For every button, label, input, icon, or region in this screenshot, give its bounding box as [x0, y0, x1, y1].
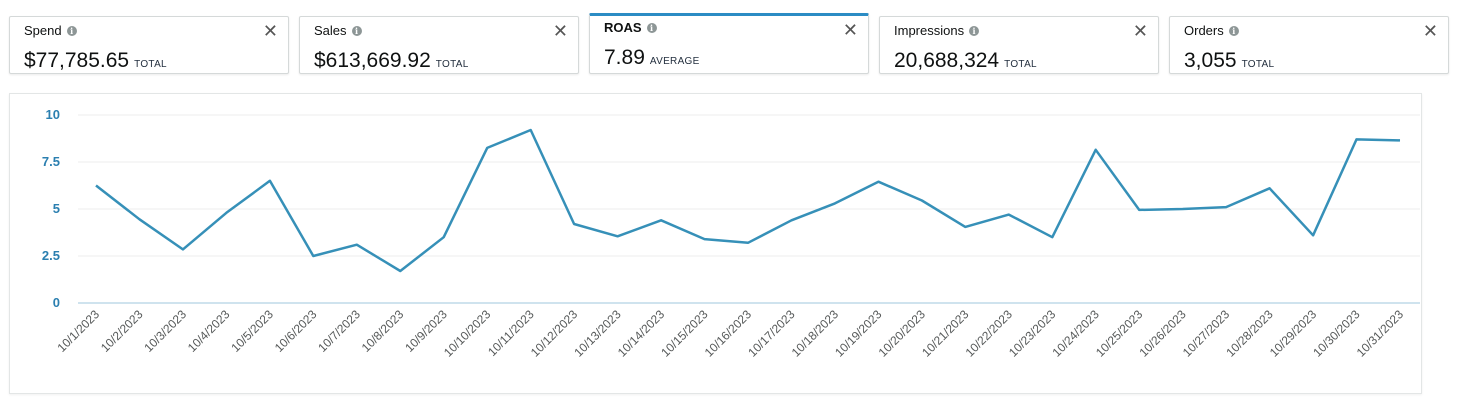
x-tick-label: 10/7/2023	[315, 307, 363, 355]
metric-aggregation: TOTAL	[134, 59, 167, 70]
metric-label: Orders	[1184, 23, 1224, 38]
roas-chart: 0 2.5 5 7.5 10 10/1/2023 10/2/2023 10/3/2023 10/…	[9, 93, 1422, 394]
y-tick-label: 10	[46, 107, 60, 122]
close-icon[interactable]: ✕	[552, 21, 568, 41]
metric-card-roas[interactable]: ROAS i ✕ 7.89 AVERAGE	[589, 13, 869, 74]
metric-label: Spend	[24, 23, 62, 38]
metric-card-orders[interactable]: Orders i ✕ 3,055 TOTAL	[1169, 16, 1449, 74]
x-tick-label: 10/4/2023	[185, 307, 233, 355]
metric-value-row: $77,785.65 TOTAL	[24, 49, 167, 73]
metric-value: $77,785.65	[24, 49, 130, 72]
metric-value-row: $613,669.92 TOTAL	[314, 49, 469, 73]
metric-label-row: Sales i	[314, 23, 362, 38]
x-tick-label: 10/3/2023	[141, 307, 189, 355]
metric-card-sales[interactable]: Sales i ✕ $613,669.92 TOTAL	[299, 16, 579, 74]
metric-label-row: Spend i	[24, 23, 77, 38]
metric-label: ROAS	[604, 20, 642, 35]
info-icon[interactable]: i	[1228, 25, 1239, 36]
x-tick-label: 10/10/2023	[441, 307, 494, 360]
metric-label-row: Impressions i	[894, 23, 980, 38]
close-icon[interactable]: ✕	[1422, 21, 1438, 41]
x-tick-label: 10/5/2023	[228, 307, 276, 355]
metric-value-row: 3,055 TOTAL	[1184, 49, 1274, 73]
metric-value: 20,688,324	[894, 49, 1000, 72]
metric-cards: Spend i ✕ $77,785.65 TOTAL Sales i ✕ $613,669.92…	[0, 0, 1460, 80]
x-tick-label: 10/31/2023	[1354, 307, 1407, 360]
metric-aggregation: TOTAL	[435, 59, 469, 70]
metric-value: 7.89	[604, 46, 645, 69]
close-icon[interactable]: ✕	[1132, 21, 1148, 41]
y-tick-label: 2.5	[42, 248, 60, 263]
metric-label: Impressions	[894, 23, 965, 38]
info-icon[interactable]: i	[66, 25, 77, 36]
metric-aggregation: AVERAGE	[649, 56, 700, 67]
metric-aggregation: TOTAL	[1241, 59, 1275, 70]
info-icon[interactable]: i	[969, 25, 980, 36]
y-tick-label: 0	[53, 295, 60, 310]
info-icon[interactable]: i	[351, 25, 362, 36]
metric-label: Sales	[314, 23, 347, 38]
x-tick-label: 10/2/2023	[98, 307, 146, 355]
close-icon[interactable]: ✕	[262, 21, 278, 41]
info-icon[interactable]: i	[646, 22, 657, 33]
y-tick-label: 7.5	[42, 154, 60, 169]
series-line	[95, 128, 1401, 273]
x-tick-label: 10/1/2023	[54, 307, 102, 355]
x-tick-label: 10/6/2023	[272, 307, 320, 355]
metric-aggregation: TOTAL	[1004, 59, 1037, 70]
y-tick-label: 5	[53, 201, 60, 216]
line-chart: 02.557.51010/1/202310/2/202310/3/202310/…	[42, 107, 1420, 360]
close-icon[interactable]: ✕	[842, 20, 858, 40]
metric-label-row: Orders i	[1184, 23, 1239, 38]
metric-card-spend[interactable]: Spend i ✕ $77,785.65 TOTAL	[9, 16, 289, 74]
metric-value: $613,669.92	[314, 49, 431, 72]
x-tick-label: 10/8/2023	[359, 307, 407, 355]
metric-label-row: ROAS i	[604, 20, 657, 35]
metric-value: 3,055	[1184, 49, 1237, 72]
metric-value-row: 7.89 AVERAGE	[604, 46, 700, 70]
metric-card-impressions[interactable]: Impressions i ✕ 20,688,324 TOTAL	[879, 16, 1159, 74]
metric-value-row: 20,688,324 TOTAL	[894, 49, 1037, 73]
